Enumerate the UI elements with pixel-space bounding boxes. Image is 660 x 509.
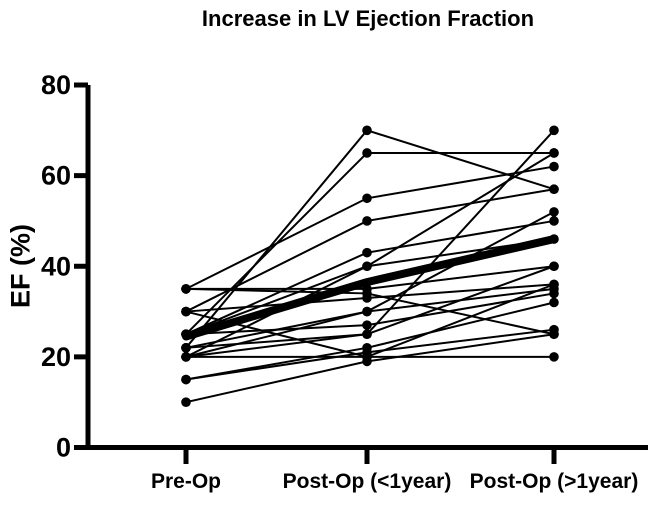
y-tick-label: 20	[41, 342, 71, 372]
data-point	[549, 216, 559, 226]
data-point	[181, 343, 191, 353]
data-point	[362, 288, 372, 299]
data-point	[549, 329, 559, 340]
data-point	[362, 193, 372, 204]
chart-title: Increase in LV Ejection Fraction	[201, 6, 535, 31]
y-tick-label: 80	[41, 70, 71, 100]
data-point	[362, 261, 372, 272]
data-point	[362, 148, 372, 158]
y-tick-label: 40	[41, 251, 71, 281]
data-point	[549, 297, 559, 308]
data-point	[549, 352, 559, 362]
x-category-label: Post-Op (<1year)	[283, 470, 452, 493]
y-tick-label: 0	[56, 433, 71, 463]
data-point	[181, 397, 191, 407]
data-point	[181, 352, 191, 362]
mean-line	[182, 235, 558, 341]
data-point	[549, 161, 559, 172]
data-point	[549, 279, 559, 290]
data-point	[362, 356, 372, 367]
x-category-label: Post-Op (>1year)	[470, 470, 639, 493]
data-point	[549, 234, 559, 244]
data-point	[362, 216, 372, 226]
data-point	[362, 125, 372, 136]
data-point	[181, 306, 191, 317]
data-point	[549, 148, 559, 158]
data-point	[549, 207, 559, 217]
patient-line	[185, 165, 555, 290]
data-point	[181, 374, 191, 385]
data-point	[362, 247, 372, 258]
data-point	[549, 125, 559, 136]
data-point	[362, 329, 372, 340]
data-point	[549, 261, 559, 272]
data-point	[362, 306, 372, 317]
data-point	[549, 184, 559, 195]
y-tick-label: 60	[41, 161, 71, 191]
x-category-label: Pre-Op	[151, 470, 221, 493]
data-point	[181, 284, 191, 294]
data-point	[181, 329, 191, 340]
data-point	[362, 320, 372, 330]
data-point	[549, 288, 559, 299]
